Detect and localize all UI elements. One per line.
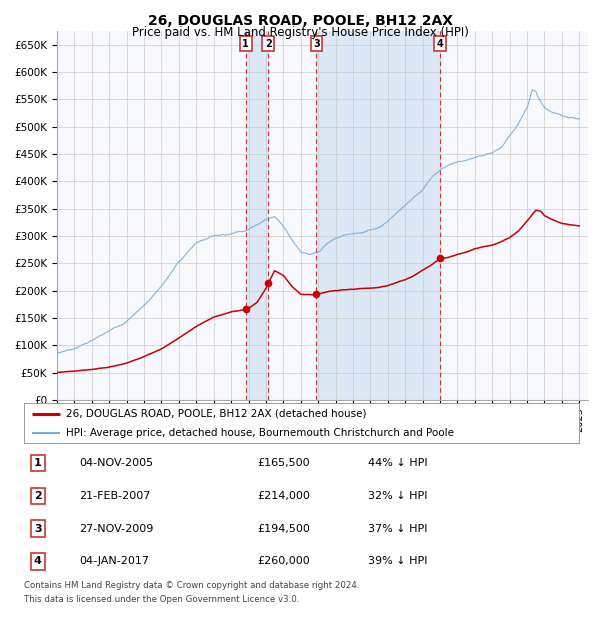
Text: 2: 2 — [265, 39, 272, 49]
Bar — [316, 31, 440, 400]
Text: £194,500: £194,500 — [257, 523, 310, 534]
Text: 3: 3 — [313, 39, 320, 49]
Text: HPI: Average price, detached house, Bournemouth Christchurch and Poole: HPI: Average price, detached house, Bour… — [65, 428, 454, 438]
Text: 04-NOV-2005: 04-NOV-2005 — [79, 458, 154, 468]
Text: 26, DOUGLAS ROAD, POOLE, BH12 2AX: 26, DOUGLAS ROAD, POOLE, BH12 2AX — [148, 14, 452, 28]
Text: 1: 1 — [34, 458, 42, 468]
Text: 3: 3 — [34, 523, 41, 534]
Text: 27-NOV-2009: 27-NOV-2009 — [79, 523, 154, 534]
Text: 4: 4 — [437, 39, 443, 49]
Text: 2: 2 — [34, 490, 42, 501]
Bar — [246, 31, 268, 400]
Text: £214,000: £214,000 — [257, 490, 310, 501]
Text: 32% ↓ HPI: 32% ↓ HPI — [368, 490, 428, 501]
Text: £260,000: £260,000 — [257, 556, 310, 567]
Text: This data is licensed under the Open Government Licence v3.0.: This data is licensed under the Open Gov… — [24, 595, 299, 604]
Text: 44% ↓ HPI: 44% ↓ HPI — [368, 458, 428, 468]
Text: 21-FEB-2007: 21-FEB-2007 — [79, 490, 151, 501]
Text: 1: 1 — [242, 39, 249, 49]
Text: Contains HM Land Registry data © Crown copyright and database right 2024.: Contains HM Land Registry data © Crown c… — [24, 581, 359, 590]
Text: 37% ↓ HPI: 37% ↓ HPI — [368, 523, 428, 534]
Text: 39% ↓ HPI: 39% ↓ HPI — [368, 556, 428, 567]
Text: 4: 4 — [34, 556, 42, 567]
Text: 26, DOUGLAS ROAD, POOLE, BH12 2AX (detached house): 26, DOUGLAS ROAD, POOLE, BH12 2AX (detac… — [65, 409, 366, 419]
Text: £165,500: £165,500 — [257, 458, 310, 468]
Text: Price paid vs. HM Land Registry's House Price Index (HPI): Price paid vs. HM Land Registry's House … — [131, 26, 469, 39]
Text: 04-JAN-2017: 04-JAN-2017 — [79, 556, 149, 567]
